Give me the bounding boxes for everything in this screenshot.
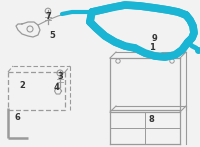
Text: 3: 3 [57, 71, 63, 81]
Polygon shape [98, 10, 182, 52]
Text: 6: 6 [14, 113, 20, 122]
Text: 9: 9 [152, 34, 158, 42]
Text: 8: 8 [148, 116, 154, 125]
Text: 7: 7 [45, 11, 51, 20]
Text: 4: 4 [54, 82, 60, 91]
Text: 2: 2 [19, 81, 25, 90]
Text: 5: 5 [49, 30, 55, 40]
Text: 1: 1 [149, 42, 155, 51]
